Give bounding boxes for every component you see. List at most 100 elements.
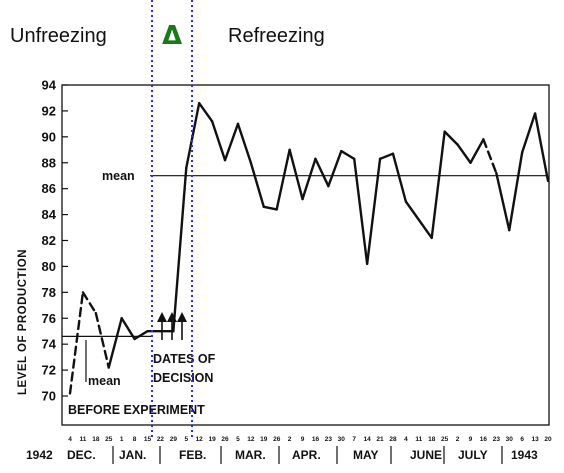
month-label-july: JULY [458,448,488,462]
date-tick-10: 12 [196,436,204,443]
date-tick-29: 25 [441,436,449,443]
phase-label-refreezing: Refreezing [228,25,325,47]
series-segment-31 [482,138,498,175]
date-tick-24: 21 [376,436,384,443]
date-tick-22: 7 [352,436,356,443]
decision-label-line1: DATES OF [153,352,216,366]
date-tick-26: 4 [404,436,408,443]
month-label-jan: JAN. [119,448,146,462]
series-segment-30 [469,138,485,164]
month-label-june: JUNE [410,448,442,462]
series-segment-24 [378,152,395,161]
series-segment-12 [223,122,240,162]
plot-frame [61,84,550,426]
date-tick-14: 12 [247,436,255,443]
before-experiment-label: BEFORE EXPERIMENT [68,403,205,417]
date-tick-13: 5 [236,436,240,443]
series-segment-2 [94,311,110,369]
production-series [68,101,550,395]
date-tick-20: 23 [325,436,333,443]
date-tick-15: 19 [260,436,268,443]
y-tick-label-78: 78 [42,285,56,300]
series-segment-13 [236,122,253,164]
date-tick-35: 6 [520,436,524,443]
series-segment-35 [533,112,550,183]
series-segment-28 [443,130,459,146]
series-segment-32 [495,171,511,232]
y-tick-label-88: 88 [42,155,56,170]
month-label-dec: DEC. [67,448,96,462]
mean-label-after: mean [102,169,135,183]
y-tick-label-74: 74 [42,337,57,352]
date-tick-8: 29 [170,436,178,443]
series-segment-25 [391,152,408,203]
date-tick-3: 25 [105,436,113,443]
date-tick-0: 4 [68,436,72,443]
series-segment-27 [430,130,446,240]
date-tick-23: 14 [364,436,372,443]
date-tick-1: 11 [79,436,86,443]
date-tick-6: 15 [144,436,152,443]
series-segment-29 [456,143,472,164]
decision-label-line2: DECISION [153,371,213,385]
date-tick-2: 18 [92,436,100,443]
phase-label-unfreezing: Unfreezing [10,25,107,47]
date-tick-31: 9 [469,436,473,443]
series-segment-4 [120,317,136,341]
decision-arrowhead-2 [167,312,177,322]
date-tick-37: 20 [544,436,552,443]
series-segment-15 [262,205,278,211]
date-tick-4: 1 [120,436,124,443]
date-tick-25: 28 [389,436,397,443]
series-segment-33 [508,151,524,232]
year-label-end: 1943 [511,448,538,462]
date-tick-9: 5 [184,436,188,443]
series-segment-5 [133,330,149,341]
month-label-feb: FEB. [179,448,206,462]
y-tick-label-72: 72 [42,363,56,378]
y-tick-label-86: 86 [42,181,56,196]
series-segment-20 [327,149,343,188]
date-tick-18: 9 [301,436,305,443]
date-tick-12: 26 [221,436,229,443]
series-segment-16 [275,148,291,211]
y-ticks: 70 72 74 76 78 80 82 84 86 88 90 92 94 [42,78,68,404]
date-tick-27: 11 [415,436,422,443]
series-segment-10 [197,101,214,123]
date-tick-17: 2 [288,436,292,443]
series-segment-8 [172,166,188,333]
series-segment-19 [314,157,330,188]
date-tick-32: 16 [480,436,488,443]
y-tick-label-76: 76 [42,311,56,326]
y-tick-label-84: 84 [42,207,57,222]
series-segment-21 [340,149,356,161]
y-axis-title: LEVEL OF PRODUCTION [17,249,29,395]
decision-arrowhead-3 [177,312,187,322]
series-segment-18 [301,157,317,201]
decision-arrowhead-1 [157,312,167,322]
y-tick-label-70: 70 [42,389,56,404]
date-tick-33: 23 [493,436,501,443]
series-segment-17 [288,148,304,201]
series-segment-11 [210,120,227,162]
date-tick-7: 22 [157,436,165,443]
date-tick-30: 2 [456,436,460,443]
y-tick-label-92: 92 [42,103,56,118]
date-tick-36: 13 [531,436,539,443]
date-tick-11: 19 [208,436,216,443]
date-tick-21: 30 [338,436,346,443]
mean-label-before: mean [88,374,121,388]
date-tick-19: 16 [312,436,320,443]
x-date-ticks: 4 11 18 25 1 8 15 22 29 5 12 19 26 5 12 19 26 2 9 16 23 30 7 14… [68,436,552,443]
series-segment-14 [249,161,265,209]
phase-label-delta: Δ [162,21,182,51]
series-segment-34 [520,112,537,154]
series-segment-26 [404,200,433,240]
month-label-apr: APR. [292,448,321,462]
month-label-may: MAY [353,448,379,462]
date-tick-34: 30 [506,436,514,443]
decision-arrows [157,312,187,340]
series-segment-22 [353,157,369,266]
series-segment-0 [68,291,85,395]
